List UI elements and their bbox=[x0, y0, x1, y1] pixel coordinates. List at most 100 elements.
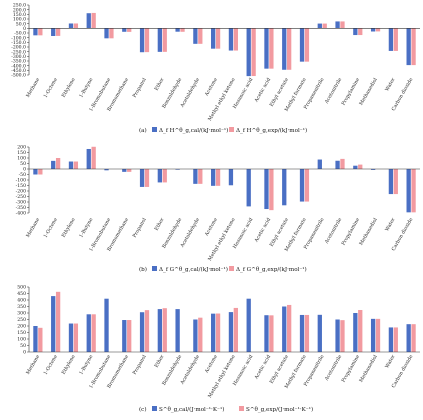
bar-a-s1-10 bbox=[211, 28, 216, 49]
bar-b-s1-2 bbox=[68, 161, 74, 169]
y-tick-label-b-6: -100 bbox=[16, 178, 26, 184]
categories-b: Methane 1-Octene Ethylene 1-Butyne1-Bromobu… bbox=[25, 216, 414, 262]
caption-a: (a) Δ_f H^θ_g,cal/(kJ·mol⁻¹) Δ_f H^θ_g,e… bbox=[139, 127, 307, 134]
bar-b-s1-6 bbox=[139, 169, 145, 187]
bar-b-s1-14 bbox=[282, 169, 287, 206]
legend-b-label-1: Δ_f G^θ_g,cal/(kJ·mol⁻¹) bbox=[159, 266, 228, 273]
bar-c-s1-8 bbox=[175, 309, 180, 352]
bars-b bbox=[33, 146, 416, 213]
axes-a bbox=[28, 5, 420, 75]
bar-a-s1-15 bbox=[299, 28, 305, 62]
y-tick-label-c-5: 250 bbox=[17, 317, 26, 323]
y-tick-label-b-11: -350 bbox=[16, 205, 26, 211]
legend-a-swatch-2 bbox=[229, 127, 234, 132]
bar-c-s2-7 bbox=[162, 308, 167, 352]
y-tick-label-b-9: -250 bbox=[16, 194, 26, 200]
y-tick-label-a-3: 100.0 bbox=[13, 17, 26, 23]
bar-b-s2-0 bbox=[38, 169, 43, 175]
bar-c-s1-13 bbox=[264, 315, 269, 352]
bar-c-s2-3 bbox=[91, 314, 96, 352]
bar-a-s2-1 bbox=[55, 28, 61, 36]
y-tick-label-a-7: -100.0 bbox=[11, 35, 26, 41]
bar-a-s2-15 bbox=[304, 28, 310, 62]
bar-a-s1-18 bbox=[353, 28, 358, 36]
bar-a-s2-21 bbox=[411, 28, 416, 66]
y-tick-label-a-15: -500.0 bbox=[11, 73, 26, 79]
axes-b bbox=[28, 147, 420, 213]
bars-c bbox=[33, 291, 416, 352]
y-axis-b: 200150100500-50-100-150-200-250-300-350-… bbox=[16, 145, 29, 217]
bar-a-s2-11 bbox=[233, 28, 238, 51]
category-label-a-17: Acetonitrile bbox=[323, 77, 343, 106]
bar-b-s2-9 bbox=[198, 169, 203, 184]
bar-a-s1-17 bbox=[335, 21, 340, 29]
y-tick-label-a-13: -400.0 bbox=[11, 63, 26, 69]
bar-a-s2-20 bbox=[393, 28, 398, 51]
bar-a-s2-5 bbox=[127, 28, 132, 32]
bar-b-s2-15 bbox=[304, 169, 310, 202]
bar-c-s2-10 bbox=[215, 313, 221, 352]
bar-b-s1-8 bbox=[175, 169, 180, 170]
category-label-a-0: Methane bbox=[25, 77, 41, 99]
caption-c: (c) S^θ_g,cal/(J·mol⁻¹·K⁻¹) S^θ_g,exp/(J… bbox=[139, 406, 313, 413]
bar-b-s2-20 bbox=[393, 169, 398, 195]
y-tick-label-a-12: -350.0 bbox=[11, 59, 26, 65]
category-label-a-14: Ethyl acetate bbox=[269, 77, 290, 108]
bar-a-s1-5 bbox=[122, 28, 127, 32]
bar-c-s1-5 bbox=[122, 320, 127, 352]
bar-a-s2-9 bbox=[198, 28, 203, 44]
bar-a-s2-4 bbox=[109, 28, 114, 39]
legend-c-swatch-2 bbox=[239, 406, 244, 411]
bar-a-s1-7 bbox=[157, 28, 162, 52]
bar-b-s1-21 bbox=[406, 169, 411, 213]
legend-c-label-2: S^θ_g,exp/(J·mol⁻¹·K⁻¹) bbox=[246, 406, 313, 413]
category-label-a-20: Water bbox=[384, 76, 397, 92]
axes-c bbox=[28, 287, 420, 353]
bar-c-s1-14 bbox=[282, 306, 287, 352]
bar-c-s2-11 bbox=[233, 307, 238, 352]
category-label-b-1: 1-Octene bbox=[43, 217, 59, 239]
bar-a-s2-7 bbox=[162, 28, 167, 52]
y-tick-label-a-5: 0 bbox=[23, 26, 26, 32]
y-tick-label-a-6: -50.0 bbox=[14, 31, 26, 37]
bar-c-s2-21 bbox=[411, 324, 416, 352]
bar-b-s1-9 bbox=[193, 169, 198, 184]
bar-a-s1-4 bbox=[104, 28, 109, 39]
y-tick-label-c-7: 150 bbox=[17, 330, 26, 336]
bar-a-s1-2 bbox=[68, 23, 74, 29]
bar-a-s1-21 bbox=[406, 28, 411, 66]
legend-a-swatch-1 bbox=[152, 127, 157, 132]
bar-b-s2-21 bbox=[411, 169, 416, 213]
category-label-b-6: Propanol bbox=[132, 217, 148, 239]
category-label-a-2: Ethylene bbox=[61, 77, 77, 99]
bar-a-s2-12 bbox=[251, 28, 256, 77]
bar-b-s1-19 bbox=[370, 169, 376, 170]
bar-b-s2-13 bbox=[269, 169, 274, 211]
bar-a-s2-0 bbox=[38, 28, 43, 36]
bar-b-s1-0 bbox=[33, 169, 38, 175]
bar-b-s2-6 bbox=[144, 169, 150, 187]
bar-b-s1-15 bbox=[299, 169, 305, 202]
bar-c-s1-17 bbox=[335, 319, 340, 352]
legend-c-swatch-1 bbox=[152, 406, 157, 411]
y-tick-label-a-10: -250.0 bbox=[11, 49, 26, 55]
y-tick-label-c-9: 50 bbox=[20, 343, 26, 349]
bar-a-s2-10 bbox=[215, 28, 221, 49]
bar-c-s1-20 bbox=[388, 327, 394, 352]
category-label-a-1: 1-Octene bbox=[43, 77, 59, 99]
y-tick-label-a-9: -200.0 bbox=[11, 45, 26, 51]
bar-b-s1-3 bbox=[86, 148, 91, 169]
bar-b-s1-11 bbox=[228, 169, 234, 186]
category-label-c-14: Ethyl acetate bbox=[269, 354, 290, 385]
y-tick-label-a-2: 150.0 bbox=[13, 12, 26, 18]
y-tick-label-b-2: 100 bbox=[17, 156, 26, 162]
category-label-b-19: Methanediol bbox=[358, 217, 379, 247]
category-label-c-18: Propylamine bbox=[341, 354, 362, 384]
bar-b-s2-3 bbox=[91, 146, 96, 169]
category-label-c-19: Methanediol bbox=[358, 354, 379, 384]
bar-b-s2-10 bbox=[215, 169, 221, 186]
category-label-b-0: Methane bbox=[25, 217, 41, 239]
bar-c-s1-6 bbox=[139, 312, 145, 352]
category-label-b-20: Water bbox=[384, 216, 397, 232]
